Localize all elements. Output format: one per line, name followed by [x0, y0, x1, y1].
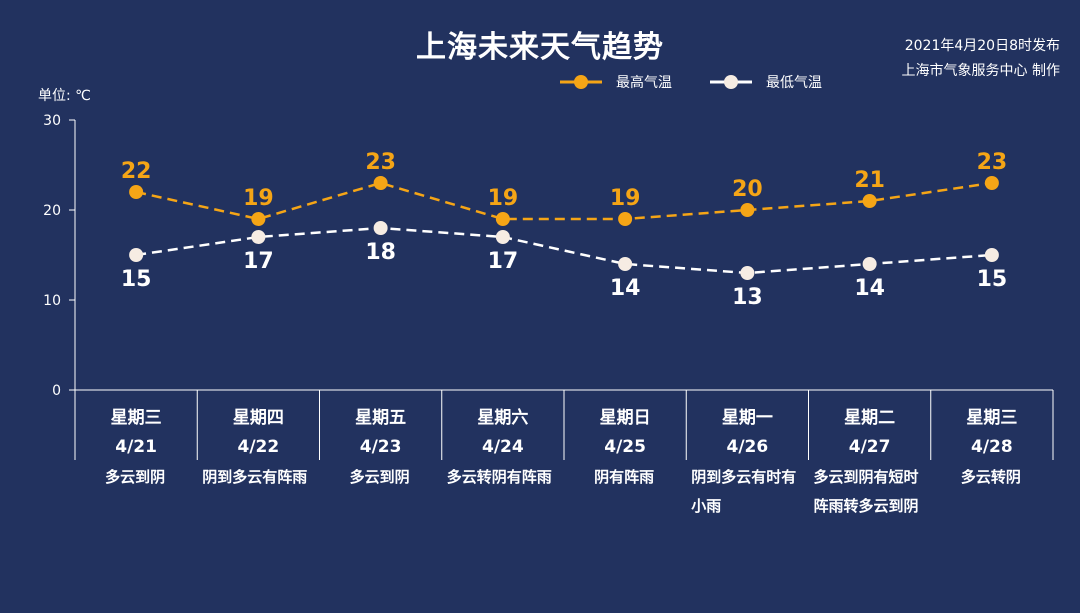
- high-point: [618, 212, 633, 226]
- publish-info: 2021年4月20日8时发布 上海市气象服务中心 制作: [902, 34, 1060, 84]
- weather-description: 多云到阴: [349, 468, 410, 486]
- legend-low: 最低气温: [710, 72, 822, 92]
- weather-description: 阴有阵雨: [594, 468, 655, 486]
- low-point: [251, 230, 266, 244]
- legend-high-label: 最高气温: [616, 75, 672, 91]
- low-value-label: 15: [977, 267, 1008, 292]
- legend-low-label: 最低气温: [766, 75, 822, 91]
- low-point: [373, 221, 388, 235]
- low-point: [862, 257, 877, 271]
- series-line-high: [135, 181, 993, 221]
- high-point: [129, 185, 144, 199]
- high-point: [862, 194, 877, 208]
- low-value-label: 18: [365, 240, 396, 265]
- weather-description: 多云转阴: [960, 468, 1021, 486]
- high-value-label: 22: [121, 159, 152, 184]
- chart-title: 上海未来天气趋势: [416, 30, 664, 65]
- x-tick-label-date: 4/27: [849, 437, 891, 457]
- weather-description: 多云到阴: [105, 468, 166, 486]
- low-value-label: 15: [121, 267, 152, 292]
- low-point: [618, 257, 633, 271]
- low-value-label: 17: [243, 249, 274, 274]
- legend-low-marker: [710, 75, 752, 89]
- low-value-label: 13: [732, 285, 763, 310]
- x-tick-label-day: 星期二: [844, 408, 895, 428]
- low-point: [495, 230, 510, 244]
- weather-description: 多云转阴有阵雨: [446, 468, 552, 486]
- high-point: [740, 203, 755, 217]
- publisher: 上海市气象服务中心 制作: [901, 63, 1060, 79]
- high-value-label: 19: [610, 186, 641, 211]
- y-tick-label: 10: [43, 293, 61, 309]
- low-value-label: 14: [854, 276, 885, 301]
- x-tick-label-date: 4/26: [727, 437, 769, 457]
- low-point: [740, 266, 755, 280]
- x-tick-label-date: 4/21: [115, 437, 157, 457]
- y-tick-label: 0: [52, 383, 61, 399]
- legend-high-marker: [560, 75, 602, 89]
- high-value-label: 23: [977, 150, 1008, 175]
- x-tick-label-date: 4/24: [482, 437, 524, 457]
- high-point: [984, 176, 999, 190]
- legend-high: 最高气温: [560, 72, 672, 92]
- x-tick-label-date: 4/23: [360, 437, 402, 457]
- x-tick-label-day: 星期三: [966, 408, 1017, 428]
- low-point: [984, 248, 999, 262]
- x-tick-label-day: 星期三: [111, 408, 162, 428]
- x-tick-label-day: 星期五: [355, 408, 406, 428]
- high-value-label: 23: [365, 150, 396, 175]
- low-value-label: 17: [488, 249, 519, 274]
- y-tick-label: 30: [43, 113, 61, 129]
- high-point: [373, 176, 388, 190]
- x-tick-label-day: 星期日: [600, 408, 651, 428]
- low-value-label: 14: [610, 276, 641, 301]
- high-point: [251, 212, 266, 226]
- x-tick-label-day: 星期四: [233, 408, 284, 428]
- x-tick-label-day: 星期六: [477, 407, 528, 428]
- weather-description: 阴到多云有时有小雨: [691, 468, 797, 515]
- publish-time: 2021年4月20日8时发布: [904, 38, 1060, 54]
- high-value-label: 19: [488, 186, 519, 211]
- high-value-label: 19: [243, 186, 274, 211]
- weather-description: 阴到多云有阵雨: [202, 468, 308, 486]
- x-tick-label-date: 4/25: [604, 437, 646, 457]
- high-value-label: 20: [732, 177, 763, 202]
- high-point: [495, 212, 510, 226]
- x-tick-label-date: 4/22: [238, 437, 280, 457]
- x-tick-label-day: 星期一: [722, 408, 773, 428]
- low-point: [129, 248, 144, 262]
- high-value-label: 21: [854, 168, 885, 193]
- y-axis-unit: 单位: ℃: [38, 88, 91, 104]
- y-tick-label: 20: [43, 203, 61, 219]
- x-tick-label-date: 4/28: [971, 437, 1013, 457]
- weather-description: 多云到阴有短时阵雨转多云到阴: [813, 468, 919, 515]
